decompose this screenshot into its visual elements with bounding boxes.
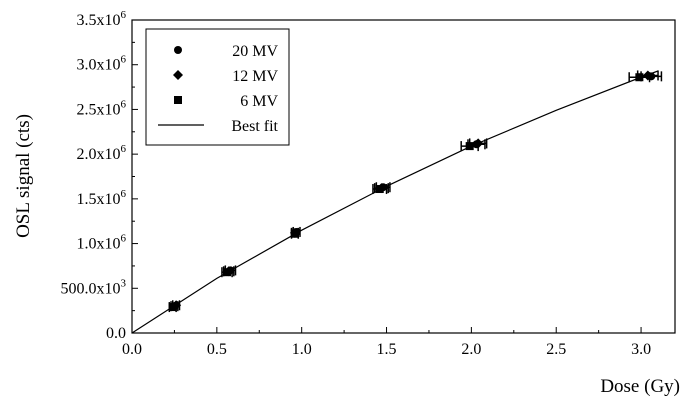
- legend-marker: [174, 96, 182, 104]
- x-axis: 0.0 0.5 1.0 1.5 2.0 2.5 3.0: [122, 327, 651, 358]
- legend: 20 MV 12 MV 6 MV Best fit: [145, 28, 290, 146]
- x-tick-label: 1.5: [377, 341, 397, 358]
- legend-marker: [174, 46, 182, 54]
- y-axis: 0.0 500.0x103 1.0x106 1.5x106 2.0x106 2.5x106…: [61, 9, 138, 342]
- legend-label: 6 MV: [240, 93, 278, 110]
- point-6-mv: [290, 229, 299, 238]
- legend-box: [145, 28, 290, 146]
- y-tick-label: 0.0: [106, 325, 126, 342]
- y-tick-label: 2.5x106: [77, 98, 127, 118]
- x-axis-title: Dose (Gy): [600, 376, 680, 397]
- legend-label: 12 MV: [232, 68, 278, 85]
- y-axis-title: OSL signal (cts): [13, 114, 34, 238]
- x-tick-label: 1.0: [292, 341, 312, 358]
- data-points: [168, 70, 663, 313]
- legend-label: 20 MV: [232, 43, 278, 60]
- point-6-mv: [223, 268, 232, 277]
- y-tick-label: 500.0x103: [61, 277, 127, 297]
- x-tick-label: 2.5: [546, 341, 566, 358]
- x-tick-label: 2.0: [461, 341, 481, 358]
- x-tick-label: 0.5: [207, 341, 227, 358]
- y-tick-label: 3.0x106: [77, 54, 127, 74]
- x-tick-label: 3.0: [631, 341, 651, 358]
- y-tick-label: 1.0x106: [77, 233, 127, 253]
- point-6-mv: [465, 142, 474, 151]
- legend-label: Best fit: [231, 118, 278, 135]
- y-tick-label: 2.0x106: [77, 143, 127, 163]
- x-tick-label: 0.0: [122, 341, 142, 358]
- y-tick-label: 1.5x106: [77, 188, 127, 208]
- y-tick-label: 3.5x106: [77, 9, 127, 29]
- legend-marker: [173, 70, 183, 80]
- point-6-mv: [635, 73, 644, 82]
- point-6-mv: [375, 185, 384, 194]
- point-6-mv: [168, 303, 177, 312]
